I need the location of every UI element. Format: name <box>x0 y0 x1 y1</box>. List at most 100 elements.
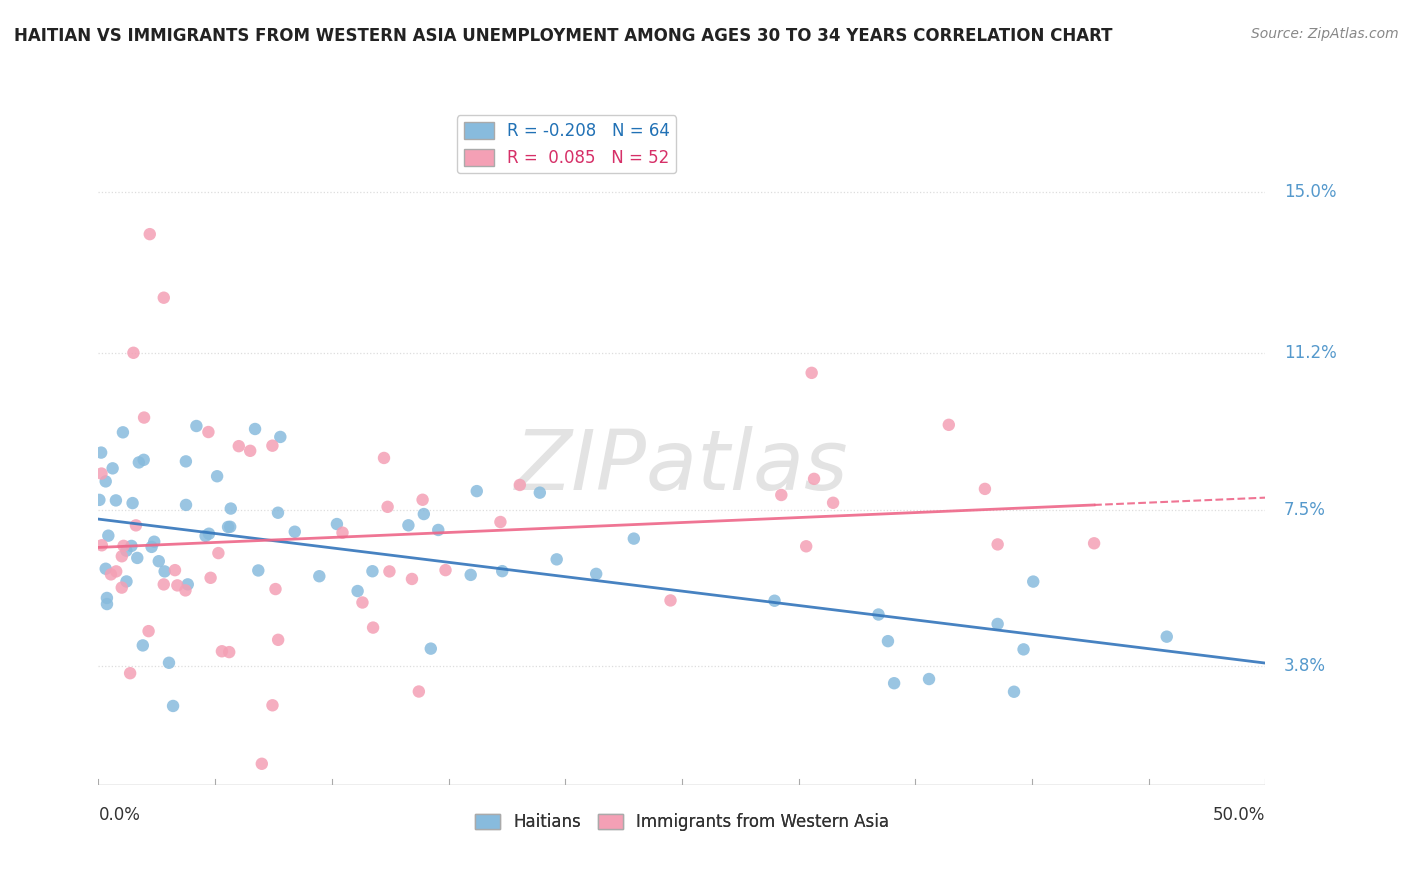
Immigrants from Western Asia <box>803 472 825 486</box>
Immigrants from Western Asia <box>197 425 219 439</box>
Immigrants from Western Asia <box>207 546 229 560</box>
Haitians <box>247 564 270 578</box>
Immigrants from Western Asia <box>111 549 134 564</box>
Haitians <box>219 520 242 534</box>
Haitians <box>308 569 330 583</box>
Immigrants from Western Asia <box>264 582 287 596</box>
Immigrants from Western Asia <box>401 572 423 586</box>
Immigrants from Western Asia <box>373 450 395 465</box>
Haitians <box>546 552 568 566</box>
Haitians <box>121 496 143 510</box>
Haitians <box>427 523 450 537</box>
Haitians <box>1022 574 1045 589</box>
Haitians <box>243 422 266 436</box>
Immigrants from Western Asia <box>794 539 817 553</box>
Haitians <box>269 430 291 444</box>
Haitians <box>162 698 184 713</box>
Immigrants from Western Asia <box>770 488 793 502</box>
Text: 50.0%: 50.0% <box>1213 806 1265 824</box>
Immigrants from Western Asia <box>218 645 240 659</box>
Haitians <box>94 475 117 489</box>
Immigrants from Western Asia <box>200 571 222 585</box>
Immigrants from Western Asia <box>377 500 399 514</box>
Immigrants from Western Asia <box>974 482 997 496</box>
Immigrants from Western Asia <box>412 492 434 507</box>
Haitians <box>186 419 208 434</box>
Immigrants from Western Asia <box>125 518 148 533</box>
Immigrants from Western Asia <box>120 666 142 681</box>
Haitians <box>419 641 441 656</box>
Haitians <box>465 484 488 499</box>
Immigrants from Western Asia <box>352 595 374 609</box>
Haitians <box>877 634 900 648</box>
Haitians <box>89 492 111 507</box>
Immigrants from Western Asia <box>250 756 273 771</box>
Haitians <box>1156 630 1178 644</box>
Immigrants from Western Asia <box>239 443 262 458</box>
Immigrants from Western Asia <box>938 417 960 432</box>
Haitians <box>132 453 155 467</box>
Immigrants from Western Asia <box>659 593 682 607</box>
Immigrants from Western Asia <box>378 565 401 579</box>
Text: HAITIAN VS IMMIGRANTS FROM WESTERN ASIA UNEMPLOYMENT AMONG AGES 30 TO 34 YEARS C: HAITIAN VS IMMIGRANTS FROM WESTERN ASIA … <box>14 27 1112 45</box>
Immigrants from Western Asia <box>434 563 457 577</box>
Haitians <box>96 597 118 611</box>
Haitians <box>284 524 307 539</box>
Immigrants from Western Asia <box>361 621 384 635</box>
Immigrants from Western Asia <box>509 478 531 492</box>
Haitians <box>94 562 117 576</box>
Haitians <box>101 461 124 475</box>
Legend: Haitians, Immigrants from Western Asia: Haitians, Immigrants from Western Asia <box>468 806 896 838</box>
Immigrants from Western Asia <box>90 467 112 481</box>
Haitians <box>346 584 368 599</box>
Haitians <box>115 574 138 589</box>
Haitians <box>194 529 217 543</box>
Haitians <box>104 493 127 508</box>
Haitians <box>623 532 645 546</box>
Immigrants from Western Asia <box>100 567 122 582</box>
Haitians <box>143 534 166 549</box>
Immigrants from Western Asia <box>262 698 284 713</box>
Immigrants from Western Asia <box>139 227 162 241</box>
Haitians <box>121 539 143 553</box>
Immigrants from Western Asia <box>489 515 512 529</box>
Immigrants from Western Asia <box>823 496 845 510</box>
Haitians <box>96 591 118 605</box>
Text: 11.2%: 11.2% <box>1284 343 1337 362</box>
Haitians <box>174 498 197 512</box>
Immigrants from Western Asia <box>800 366 823 380</box>
Haitians <box>396 518 419 533</box>
Immigrants from Western Asia <box>152 291 174 305</box>
Immigrants from Western Asia <box>228 439 250 453</box>
Haitians <box>267 506 290 520</box>
Haitians <box>529 485 551 500</box>
Haitians <box>157 656 180 670</box>
Haitians <box>141 540 163 554</box>
Haitians <box>132 639 155 653</box>
Text: 3.8%: 3.8% <box>1284 657 1326 675</box>
Immigrants from Western Asia <box>112 539 135 553</box>
Text: 0.0%: 0.0% <box>98 806 141 824</box>
Haitians <box>128 455 150 469</box>
Haitians <box>763 593 786 607</box>
Haitians <box>1002 685 1025 699</box>
Text: 15.0%: 15.0% <box>1284 183 1337 201</box>
Immigrants from Western Asia <box>105 565 128 579</box>
Text: ZIPatlas: ZIPatlas <box>515 425 849 507</box>
Haitians <box>148 554 170 568</box>
Haitians <box>153 565 176 579</box>
Haitians <box>326 517 349 532</box>
Immigrants from Western Asia <box>166 578 188 592</box>
Immigrants from Western Asia <box>332 525 354 540</box>
Immigrants from Western Asia <box>138 624 160 639</box>
Haitians <box>585 566 607 581</box>
Haitians <box>111 425 134 440</box>
Immigrants from Western Asia <box>111 581 134 595</box>
Immigrants from Western Asia <box>163 563 186 577</box>
Immigrants from Western Asia <box>408 684 430 698</box>
Immigrants from Western Asia <box>267 632 290 647</box>
Haitians <box>987 617 1010 632</box>
Haitians <box>219 501 242 516</box>
Haitians <box>883 676 905 690</box>
Haitians <box>115 543 138 558</box>
